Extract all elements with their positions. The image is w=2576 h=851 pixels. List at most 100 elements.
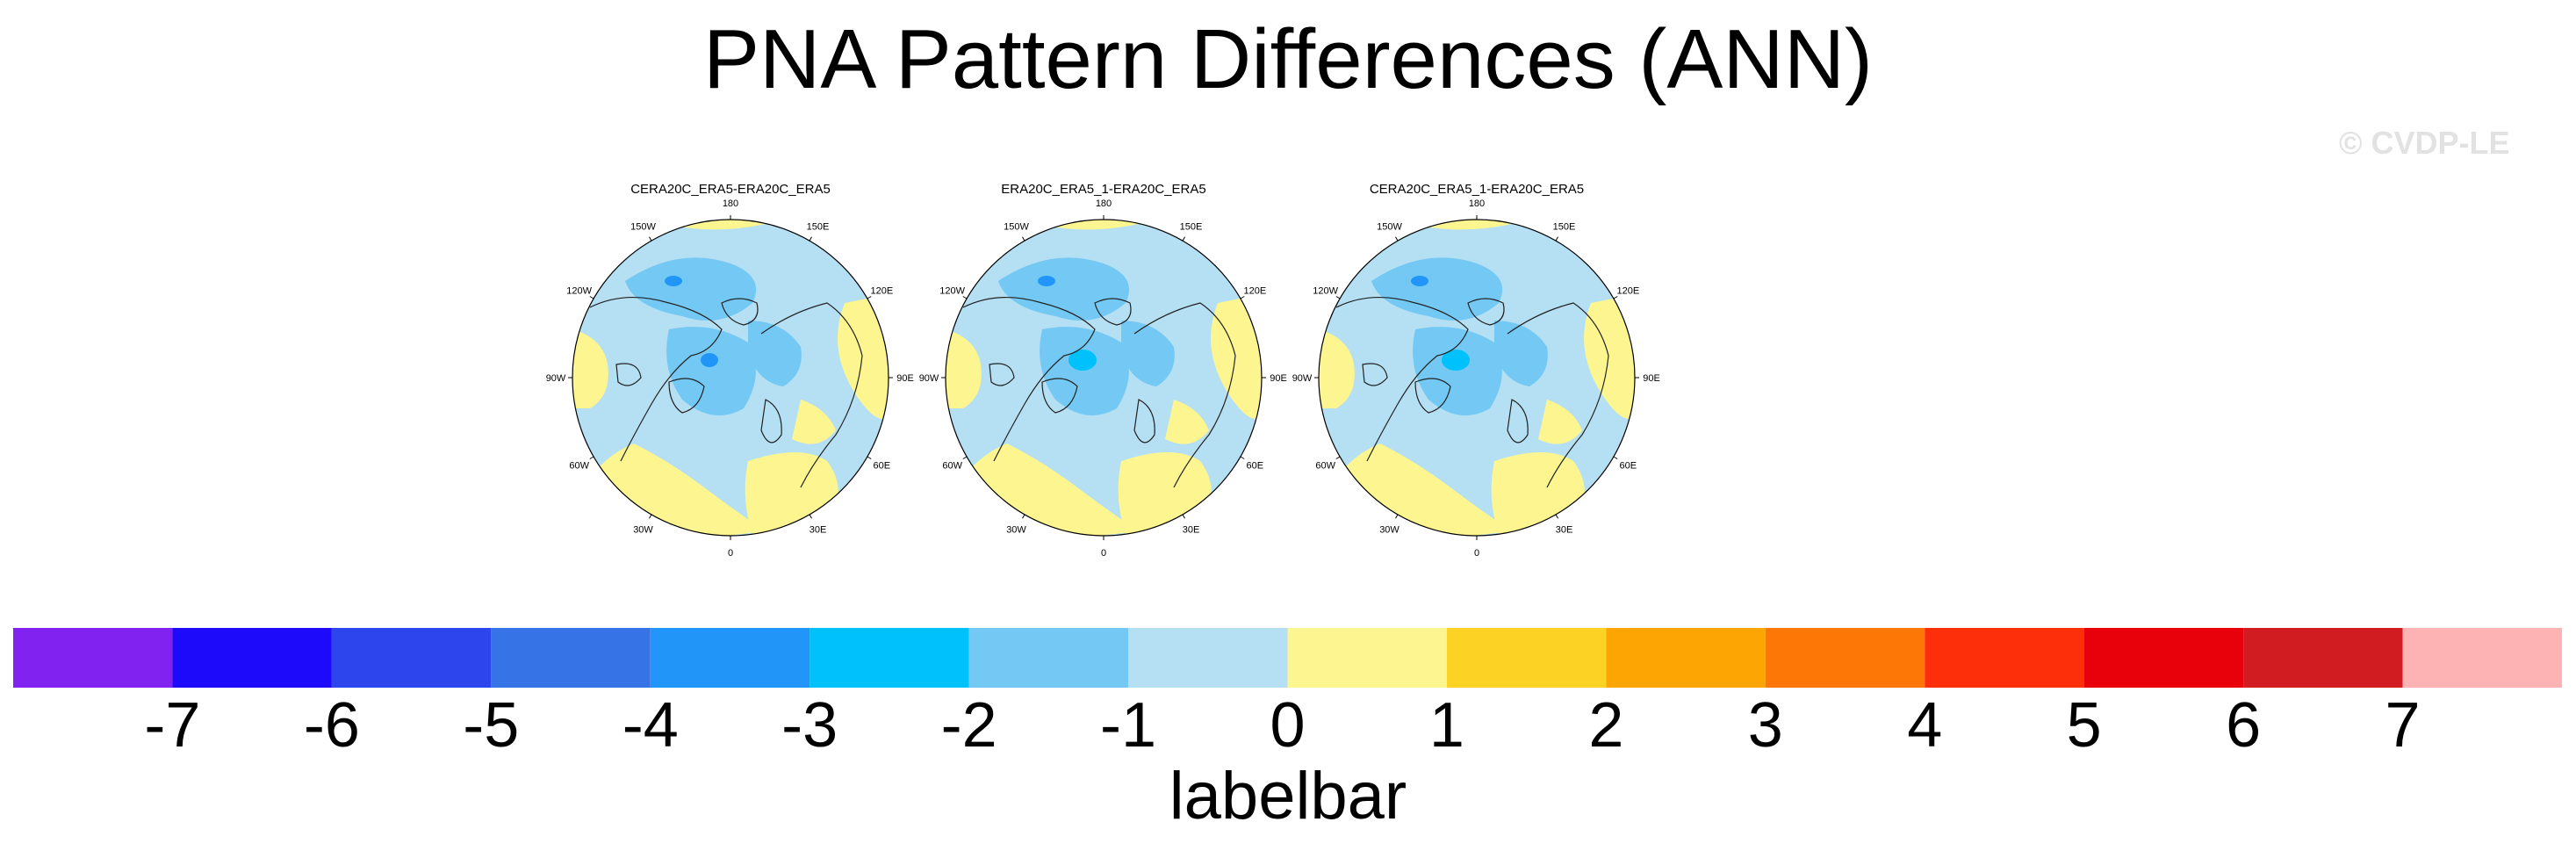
labelbar-box xyxy=(1446,628,1607,688)
labelbar-box xyxy=(1765,628,1925,688)
coastline xyxy=(589,297,723,462)
longitude-label: 90W xyxy=(919,373,939,384)
coastline xyxy=(760,302,863,488)
longitude-label: 120E xyxy=(1616,286,1639,297)
longitude-tick xyxy=(962,296,968,299)
longitude-label: 150E xyxy=(807,222,830,233)
labelbar-tick-label: 1 xyxy=(1429,690,1464,761)
positive-anomaly-region xyxy=(1165,400,1209,444)
longitude-label: 150E xyxy=(1180,222,1203,233)
longitude-label: 150W xyxy=(1377,222,1402,233)
panel-title: CERA20C_ERA5-ERA20C_ERA5 xyxy=(630,182,831,197)
labelbar-tick-label: 2 xyxy=(1588,690,1623,761)
longitude-tick xyxy=(589,296,594,299)
negative-anomaly-region xyxy=(748,321,802,386)
labelbar-tick-label: 5 xyxy=(2067,690,2102,761)
labelbar: -7 -6 -5 -4 -3 -2 -1 0 1 2 3 4 5 6 7 xyxy=(13,628,2562,761)
coastline xyxy=(668,378,705,414)
positive-anomaly-region xyxy=(1319,329,1355,408)
labelbar-tick-label: -3 xyxy=(781,690,838,761)
longitude-tick xyxy=(809,514,812,519)
map-field xyxy=(572,220,889,536)
map-field xyxy=(1319,220,1635,536)
coastline xyxy=(1133,399,1155,444)
labelbar-tick-label: 6 xyxy=(2226,690,2261,761)
longitude-tick xyxy=(1022,236,1025,242)
longitude-label: 30W xyxy=(633,524,653,535)
longitude-label: 120E xyxy=(1243,286,1266,297)
map-field xyxy=(946,220,1262,536)
longitude-tick xyxy=(1395,236,1399,242)
longitude-tick xyxy=(1182,514,1185,519)
longitude-label: 150W xyxy=(630,222,656,233)
labelbar-box xyxy=(13,628,173,688)
coastline xyxy=(1041,378,1078,414)
longitude-label: 150E xyxy=(1553,222,1576,233)
longitude-label: 0 xyxy=(728,548,733,558)
longitude-label: 90E xyxy=(1270,373,1287,384)
positive-anomaly-region xyxy=(946,329,982,408)
negative-anomaly-region xyxy=(625,257,757,321)
coastline xyxy=(989,363,1015,386)
longitude-tick xyxy=(1395,514,1399,519)
strong-negative-core xyxy=(1442,350,1470,371)
longitude-label: 120E xyxy=(870,286,893,297)
longitude-label: 180 xyxy=(1469,198,1485,209)
positive-anomaly-region xyxy=(1538,400,1582,444)
longitude-tick xyxy=(1335,296,1341,299)
coastline xyxy=(1094,298,1132,326)
labelbar-box xyxy=(2243,628,2403,688)
map-panel-3: CERA20C_ERA5_1-ERA20C_ERA5 180 150E 120E 90… xyxy=(1284,180,1670,558)
negative-anomaly-region xyxy=(1121,321,1175,386)
coastline xyxy=(615,363,642,386)
longitude-label: 30W xyxy=(1006,524,1026,535)
coastline xyxy=(760,399,782,444)
positive-anomaly-region xyxy=(838,294,889,419)
longitude-tick xyxy=(649,236,652,242)
labelbar-box xyxy=(809,628,969,688)
coastline xyxy=(1507,302,1609,488)
polar-map-2: 180 150E 120E 90E 60E 30E 0 30W 60W 90W 120W 150W xyxy=(919,198,1287,558)
negative-anomaly-region xyxy=(666,327,756,415)
labelbar-tick-label: 3 xyxy=(1748,690,1783,761)
negative-anomaly-region xyxy=(998,257,1130,321)
longitude-tick xyxy=(1022,514,1025,519)
longitude-label: 180 xyxy=(1096,198,1112,209)
map-panel-2: ERA20C_ERA5_1-ERA20C_ERA5 180 150E 120E 90E… xyxy=(910,180,1297,558)
labelbar-box xyxy=(491,628,651,688)
labelbar-box xyxy=(968,628,1129,688)
watermark: © CVDP-LE xyxy=(2339,125,2510,161)
coastline xyxy=(962,297,1096,462)
longitude-label: 90E xyxy=(896,373,914,384)
longitude-label: 60E xyxy=(874,461,891,472)
labelbar-tick-label: -1 xyxy=(1100,690,1156,761)
map-panel-1: CERA20C_ERA5-ERA20C_ERA5 180 150E 120E 90E 6… xyxy=(537,180,924,558)
longitude-tick xyxy=(867,456,872,459)
labelbar-box xyxy=(172,628,332,688)
longitude-label: 120W xyxy=(1313,286,1338,297)
longitude-tick xyxy=(1182,236,1185,242)
positive-anomaly-region xyxy=(572,329,608,408)
labelbar-box xyxy=(1287,628,1447,688)
labelbar-box xyxy=(331,628,492,688)
labelbar-box xyxy=(2402,628,2562,688)
labelbar-box xyxy=(1606,628,1766,688)
coastline xyxy=(1133,302,1236,488)
labelbar-box xyxy=(1128,628,1288,688)
longitude-label: 30E xyxy=(1556,524,1573,535)
longitude-label: 60E xyxy=(1620,461,1637,472)
labelbar-tick-label: -7 xyxy=(144,690,200,761)
coastline xyxy=(1335,297,1469,462)
longitude-tick xyxy=(962,456,968,459)
longitude-label: 120W xyxy=(566,286,592,297)
longitude-tick xyxy=(589,456,594,459)
longitude-tick xyxy=(649,514,652,519)
longitude-tick xyxy=(1555,514,1558,519)
negative-anomaly-region xyxy=(1371,257,1503,321)
negative-anomaly-region xyxy=(1494,321,1548,386)
longitude-label: 120W xyxy=(939,286,965,297)
labelbar-box xyxy=(650,628,810,688)
figure-title: PNA Pattern Differences (ANN) xyxy=(702,12,1874,106)
strong-negative-core xyxy=(1038,276,1055,286)
labelbar-box xyxy=(1925,628,2084,688)
